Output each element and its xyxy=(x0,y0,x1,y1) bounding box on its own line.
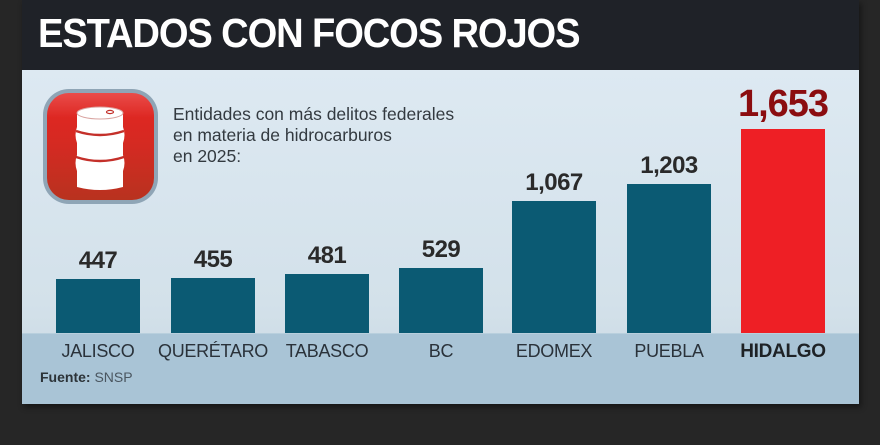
category-label: PUEBLA xyxy=(634,341,704,361)
subtitle-line: en materia de hidrocarburos xyxy=(173,125,392,145)
category-label: EDOMEX xyxy=(515,341,593,361)
source-note: Fuente: SNSP xyxy=(40,369,133,385)
bar-value-label: 481 xyxy=(307,242,347,269)
category-band xyxy=(22,333,859,404)
bar-value-label: 455 xyxy=(193,246,233,273)
bar-value-label: 447 xyxy=(78,247,118,274)
bar-value-label: 1,653 xyxy=(737,83,829,125)
subtitle-line: en 2025: xyxy=(173,146,242,166)
bar-tabasco xyxy=(285,274,369,333)
source-value: SNSP xyxy=(94,369,133,385)
bar-value-label: 1,203 xyxy=(640,152,698,179)
category-label: TABASCO xyxy=(285,341,369,361)
category-label: BC xyxy=(428,341,454,361)
source-label: Fuente: xyxy=(40,369,91,385)
bar-value-label: 1,067 xyxy=(525,169,583,196)
bar-value-label: 529 xyxy=(421,236,461,263)
subtitle-line: Entidades con más delitos federales xyxy=(173,104,455,124)
category-label: QUERÉTARO xyxy=(158,341,268,361)
bar-querétaro xyxy=(171,278,255,333)
oil-barrel-icon xyxy=(43,89,158,204)
category-label: JALISCO xyxy=(61,341,135,361)
header: ESTADOS CON FOCOS ROJOS xyxy=(22,0,859,70)
category-label: HIDALGO xyxy=(740,341,826,362)
bar-puebla xyxy=(627,184,711,333)
bar-jalisco xyxy=(56,279,140,333)
chart-card: Entidades con más delitos federales en m… xyxy=(22,70,859,404)
bar-bc xyxy=(399,268,483,333)
page-title: ESTADOS CON FOCOS ROJOS xyxy=(38,10,581,56)
barrel-glyph xyxy=(47,93,154,190)
infographic: ESTADOS CON FOCOS ROJOS xyxy=(22,0,859,404)
bar-edomex xyxy=(512,201,596,333)
bar-hidalgo xyxy=(741,129,825,333)
chart-subtitle: Entidades con más delitos federales en m… xyxy=(173,104,503,167)
